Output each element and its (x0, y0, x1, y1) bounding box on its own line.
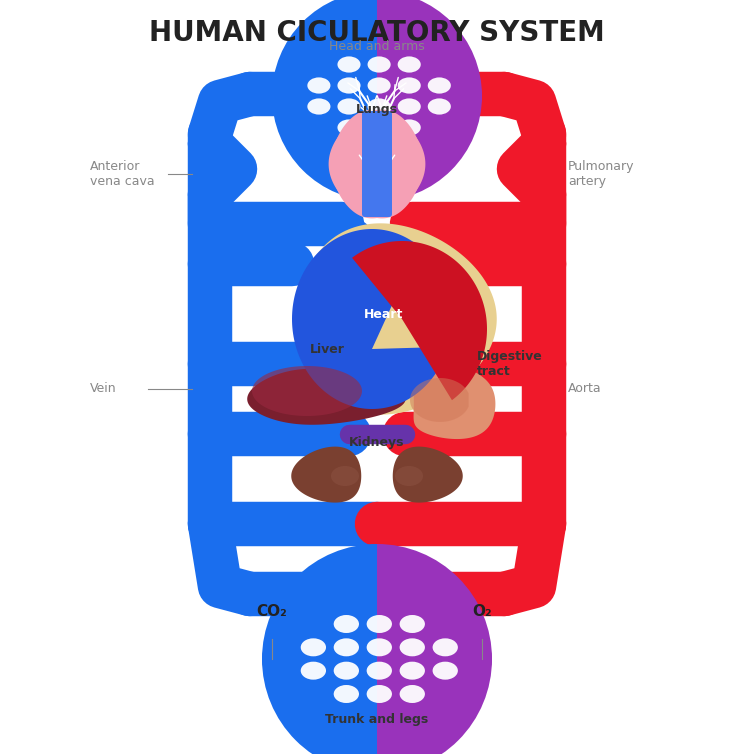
Polygon shape (247, 369, 406, 425)
Ellipse shape (301, 639, 326, 656)
Polygon shape (393, 446, 463, 503)
Ellipse shape (400, 615, 425, 633)
Ellipse shape (366, 639, 392, 656)
Polygon shape (410, 378, 469, 422)
Ellipse shape (334, 685, 359, 703)
Ellipse shape (366, 662, 392, 679)
Polygon shape (292, 229, 448, 409)
Ellipse shape (366, 685, 392, 703)
Ellipse shape (334, 662, 359, 679)
Ellipse shape (433, 639, 458, 656)
Wedge shape (262, 544, 377, 754)
Ellipse shape (308, 99, 330, 115)
Ellipse shape (367, 99, 391, 115)
Text: CO₂: CO₂ (256, 605, 287, 620)
Wedge shape (377, 0, 482, 201)
Ellipse shape (433, 662, 458, 679)
Ellipse shape (367, 57, 391, 72)
Polygon shape (297, 223, 497, 415)
Ellipse shape (334, 615, 359, 633)
Ellipse shape (400, 685, 425, 703)
Wedge shape (272, 0, 377, 201)
Ellipse shape (395, 466, 423, 486)
Polygon shape (377, 51, 482, 141)
Ellipse shape (338, 57, 360, 72)
Polygon shape (262, 609, 377, 709)
Text: Vein: Vein (90, 382, 117, 396)
Polygon shape (329, 109, 422, 219)
Ellipse shape (331, 466, 359, 486)
Text: Anterior
vena cava: Anterior vena cava (90, 160, 155, 188)
Ellipse shape (397, 57, 421, 72)
Text: Trunk and legs: Trunk and legs (326, 713, 428, 726)
Polygon shape (352, 241, 487, 400)
Polygon shape (377, 609, 492, 709)
Ellipse shape (338, 78, 360, 93)
Text: Kidneys: Kidneys (349, 436, 405, 449)
Text: Heart: Heart (364, 308, 403, 320)
Ellipse shape (301, 662, 326, 679)
Ellipse shape (334, 639, 359, 656)
Text: Aorta: Aorta (568, 382, 602, 396)
Text: HUMAN CICULATORY SYSTEM: HUMAN CICULATORY SYSTEM (149, 19, 605, 47)
Polygon shape (332, 109, 425, 219)
Ellipse shape (338, 119, 360, 136)
FancyBboxPatch shape (223, 109, 531, 646)
Text: Liver: Liver (310, 343, 345, 356)
Ellipse shape (397, 99, 421, 115)
Ellipse shape (338, 99, 360, 115)
Polygon shape (272, 51, 377, 141)
Polygon shape (291, 446, 361, 503)
Ellipse shape (400, 662, 425, 679)
Text: Pulmonary
artery: Pulmonary artery (568, 160, 635, 188)
Ellipse shape (428, 99, 451, 115)
Text: Head and arms: Head and arms (329, 39, 425, 53)
Text: O₂: O₂ (472, 605, 492, 620)
Ellipse shape (366, 615, 392, 633)
Ellipse shape (367, 78, 391, 93)
Ellipse shape (308, 78, 330, 93)
Ellipse shape (397, 119, 421, 136)
Polygon shape (252, 366, 362, 416)
Wedge shape (377, 544, 492, 754)
Text: Lungs: Lungs (356, 103, 398, 117)
Ellipse shape (400, 639, 425, 656)
FancyBboxPatch shape (362, 111, 392, 217)
Ellipse shape (428, 78, 451, 93)
Text: Digestive
tract: Digestive tract (477, 350, 543, 378)
Polygon shape (413, 362, 495, 439)
Ellipse shape (367, 119, 391, 136)
Ellipse shape (397, 78, 421, 93)
